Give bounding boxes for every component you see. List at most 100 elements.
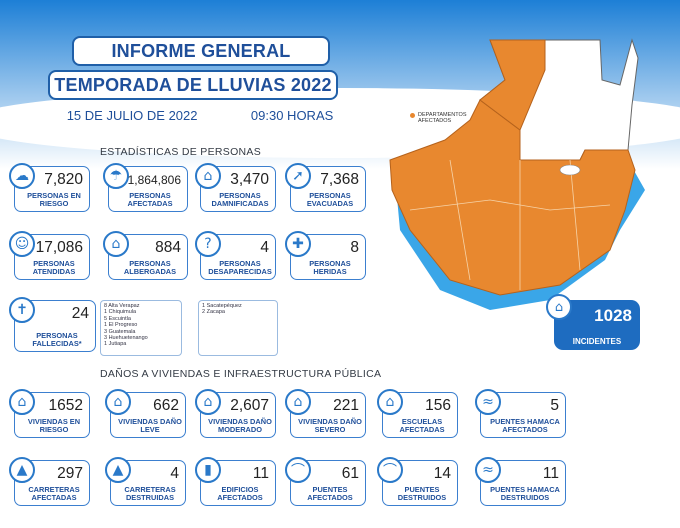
card-label: PERSONAS FALLECIDAS* bbox=[32, 330, 82, 348]
card-value: 11 bbox=[542, 465, 559, 482]
card-viviendas-severo: ⌂ 221 VIVIENDAS DAÑO SEVERO bbox=[285, 389, 366, 438]
list-item: 3 Huehuetenango bbox=[104, 335, 148, 342]
card-label: INCIDENTES bbox=[572, 337, 622, 346]
card-edificios-afectados: ▮ 11 EDIFICIOS AFECTADOS bbox=[195, 457, 276, 506]
map-lake bbox=[559, 164, 581, 176]
card-label: VIVIENDAS DAÑO MODERADO bbox=[208, 416, 272, 434]
card-value: 11 bbox=[252, 465, 269, 482]
list-item: 1 Chiquimula bbox=[104, 309, 137, 316]
card-viviendas-leve: ⌂ 662 VIVIENDAS DAÑO LEVE bbox=[105, 389, 186, 438]
map-north-affected bbox=[479, 39, 546, 131]
broken-bridge-icon: ⌒ bbox=[377, 457, 403, 483]
report-time: 09:30 HORAS bbox=[250, 108, 334, 123]
card-value: 5 bbox=[550, 397, 559, 414]
card-value: 14 bbox=[433, 465, 451, 482]
card-carreteras-destruidas: ▲ 4 CARRETERAS DESTRUIDAS bbox=[105, 457, 186, 506]
suspension-bridge-icon: ≈ bbox=[475, 457, 501, 483]
report-title: INFORME GENERAL bbox=[72, 36, 330, 66]
card-personas-albergadas: ⌂ 884 PERSONAS ALBERGADAS bbox=[103, 231, 188, 280]
desaparecidas-department-list: 1 Sacatepéquez 2 Zacapa bbox=[198, 300, 278, 356]
card-label: PERSONAS AFECTADAS bbox=[127, 190, 173, 208]
card-value: 4 bbox=[260, 239, 269, 256]
card-label: PERSONAS ALBERGADAS bbox=[123, 258, 177, 276]
card-label: PERSONAS EN RIESGO bbox=[27, 190, 81, 208]
rain-people-icon: ☂ bbox=[103, 163, 129, 189]
card-label: PUENTES HAMACA AFECTADOS bbox=[490, 416, 560, 434]
card-label: PERSONAS ATENDIDAS bbox=[32, 258, 76, 276]
card-puentes-hamaca-destruidos: ≈ 11 PUENTES HAMACA DESTRUIDOS bbox=[475, 457, 566, 506]
card-viviendas-riesgo: ⌂ 1652 VIVIENDAS EN RIESGO bbox=[9, 389, 90, 438]
card-puentes-hamaca-afectados: ≈ 5 PUENTES HAMACA AFECTADOS bbox=[475, 389, 566, 438]
card-label: PUENTES AFECTADOS bbox=[307, 484, 353, 502]
card-label: PUENTES HAMACA DESTRUIDOS bbox=[490, 484, 560, 502]
people-icon: ☺ bbox=[9, 231, 35, 257]
card-value: 1,864,806 bbox=[127, 173, 181, 187]
school-icon: ⌂ bbox=[377, 389, 403, 415]
card-label: PERSONAS HERIDAS bbox=[309, 258, 351, 276]
list-item: 1 Sacatepéquez bbox=[202, 303, 242, 309]
running-person-icon: ➚ bbox=[285, 163, 311, 189]
map-department-lines bbox=[409, 159, 611, 290]
injured-person-icon: ✚ bbox=[285, 231, 311, 257]
card-label: VIVIENDAS DAÑO LEVE bbox=[118, 416, 182, 434]
guatemala-map bbox=[389, 38, 645, 310]
card-viviendas-moderado: ⌂ 2,607 VIVIENDAS DAÑO MODERADO bbox=[195, 389, 276, 438]
card-value: 17,086 bbox=[35, 239, 83, 256]
infra-section-title: DAÑOS A VIVIENDAS E INFRAESTRUCTURA PÚBL… bbox=[100, 368, 382, 380]
card-value: 8 bbox=[350, 239, 359, 256]
shelter-icon: ⌂ bbox=[103, 231, 129, 257]
house-flood-icon: ⌂ bbox=[546, 294, 572, 320]
report-subtitle: TEMPORADA DE LLUVIAS 2022 bbox=[48, 70, 338, 100]
card-value: 3,470 bbox=[230, 171, 269, 188]
legend-label: DEPARTAMENTOS AFECTADOS bbox=[418, 112, 467, 125]
suspension-bridge-icon: ≈ bbox=[475, 389, 501, 415]
card-incidentes: ⌂ 1028 INCIDENTES bbox=[546, 294, 640, 350]
card-value: 662 bbox=[153, 397, 179, 414]
card-value: 221 bbox=[333, 397, 359, 414]
list-item: 5 Escuintla bbox=[104, 315, 131, 322]
card-personas-evacuadas: ➚ 7,368 PERSONAS EVACUADAS bbox=[285, 163, 366, 212]
map-affected-region bbox=[389, 99, 636, 296]
card-label: VIVIENDAS DAÑO SEVERO bbox=[298, 416, 362, 434]
card-puentes-afectados: ⌒ 61 PUENTES AFECTADOS bbox=[285, 457, 366, 506]
list-item: 8 Alta Verapaz bbox=[104, 303, 140, 309]
card-label: PERSONAS EVACUADAS bbox=[306, 190, 354, 208]
bridge-icon: ⌒ bbox=[285, 457, 311, 483]
card-label: PERSONAS DAMNIFICADAS bbox=[211, 190, 269, 208]
house-damage-icon: ⌂ bbox=[285, 389, 311, 415]
card-label: EDIFICIOS AFECTADOS bbox=[217, 484, 263, 502]
card-label: VIVIENDAS EN RIESGO bbox=[27, 416, 81, 434]
building-icon: ▮ bbox=[195, 457, 221, 483]
card-value: 156 bbox=[425, 397, 451, 414]
house-icon: ⌂ bbox=[105, 389, 131, 415]
list-item: 2 Zacapa bbox=[202, 309, 225, 316]
landslide-icon: ▲ bbox=[105, 457, 131, 483]
card-personas-riesgo: ☁ 7,820 PERSONAS EN RIESGO bbox=[9, 163, 90, 212]
card-puentes-destruidos: ⌒ 14 PUENTES DESTRUIDOS bbox=[377, 457, 458, 506]
house-icon: ⌂ bbox=[9, 389, 35, 415]
card-value: 24 bbox=[71, 305, 89, 322]
question-person-icon: ? bbox=[195, 231, 221, 257]
card-carreteras-afectadas: ▲ 297 CARRETERAS AFECTADAS bbox=[9, 457, 90, 506]
card-label: PUENTES DESTRUIDOS bbox=[397, 484, 447, 502]
damaged-house-icon: ⌂ bbox=[195, 163, 221, 189]
card-value: 7,368 bbox=[320, 171, 359, 188]
card-personas-afectadas: ☂ 1,864,806 PERSONAS AFECTADAS bbox=[103, 163, 188, 212]
personas-section-title: ESTADÍSTICAS DE PERSONAS bbox=[100, 146, 262, 158]
card-label: ESCUELAS AFECTADAS bbox=[399, 416, 445, 434]
card-value: 884 bbox=[155, 239, 181, 256]
card-value: 1028 bbox=[594, 306, 632, 325]
card-escuelas: ⌂ 156 ESCUELAS AFECTADAS bbox=[377, 389, 458, 438]
card-personas-atendidas: ☺ 17,086 PERSONAS ATENDIDAS bbox=[9, 231, 90, 280]
map-legend: DEPARTAMENTOS AFECTADOS bbox=[410, 112, 470, 124]
house-icon: ⌂ bbox=[195, 389, 221, 415]
card-value: 61 bbox=[341, 465, 359, 482]
card-personas-fallecidas: ✝ 24 PERSONAS FALLECIDAS* bbox=[9, 297, 96, 352]
card-value: 1652 bbox=[48, 397, 83, 414]
card-value: 2,607 bbox=[230, 397, 269, 414]
list-item: 1 Jutiapa bbox=[104, 341, 127, 348]
road-icon: ▲ bbox=[9, 457, 35, 483]
card-value: 4 bbox=[170, 465, 179, 482]
legend-swatch bbox=[410, 113, 415, 118]
